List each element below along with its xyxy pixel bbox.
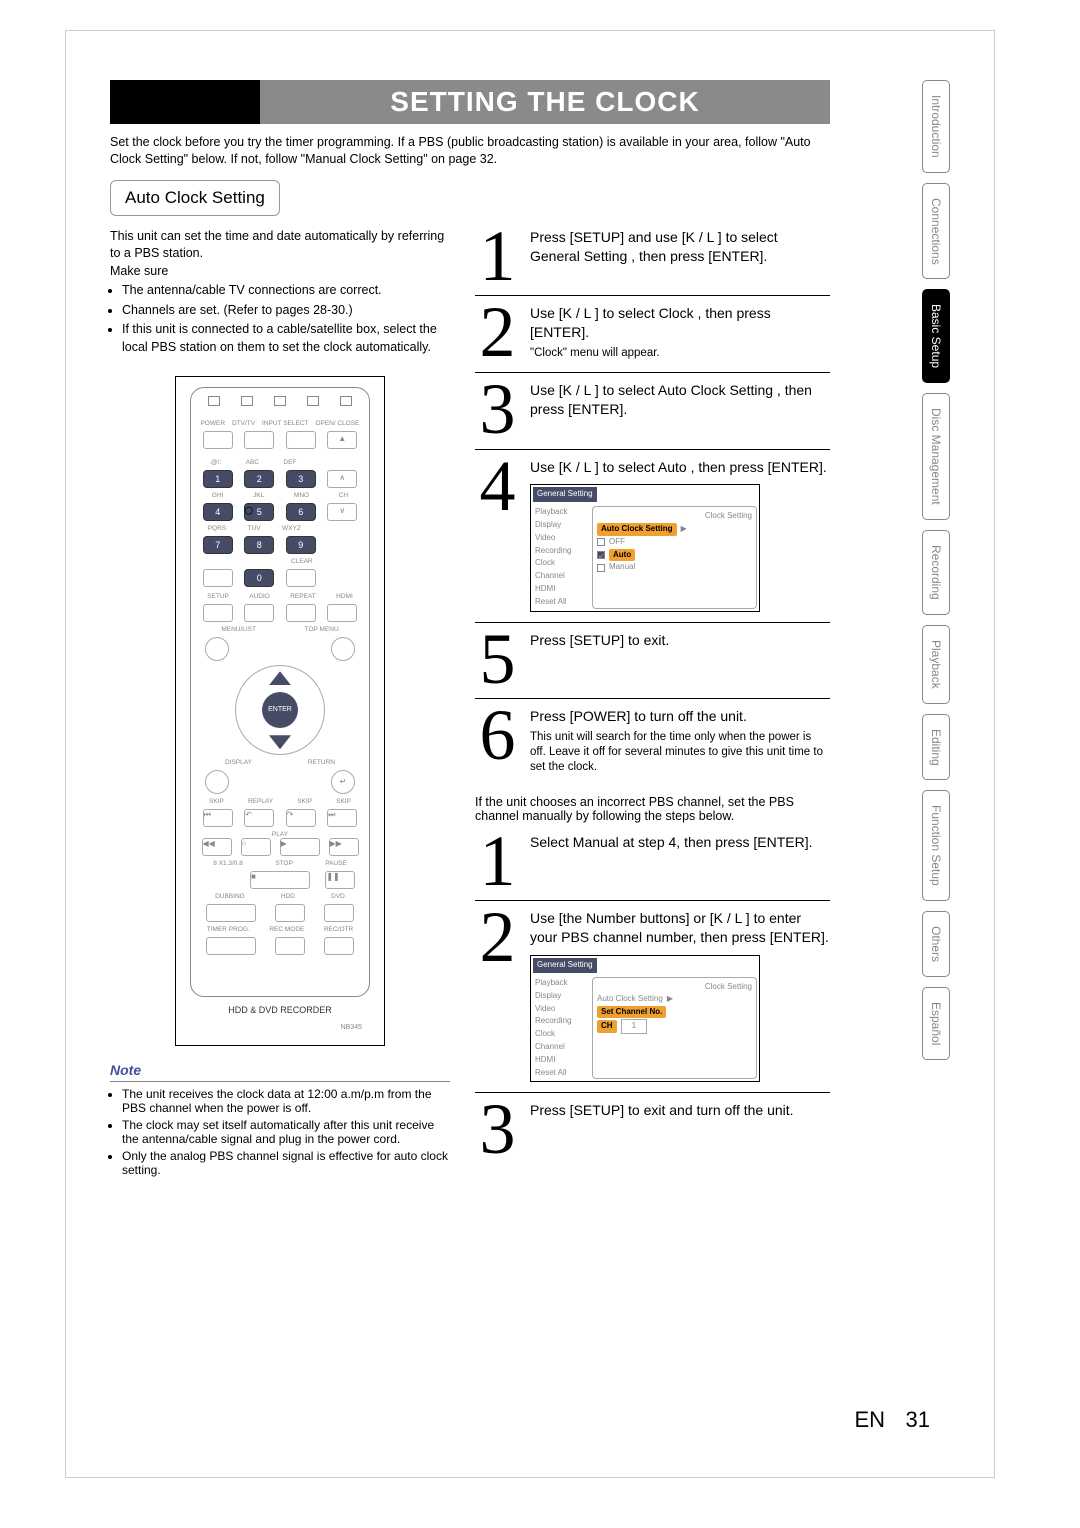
step-body: Press [SETUP] to exit.: [530, 631, 830, 689]
step-body: Use [K / L ] to select Auto , then press…: [530, 458, 830, 477]
page-content: SETTING THE CLOCK Set the clock before y…: [110, 80, 830, 1180]
step-number: 3: [475, 381, 520, 439]
tab-playback[interactable]: Playback: [922, 625, 950, 704]
step-number: 5: [475, 631, 520, 689]
page-title: SETTING THE CLOCK: [260, 80, 830, 124]
remote-footer: HDD & DVD RECORDER: [176, 1005, 384, 1015]
step: 5 Press [SETUP] to exit.: [475, 631, 830, 700]
page-number: 31: [906, 1407, 930, 1433]
intro-text: Set the clock before you try the timer p…: [110, 134, 830, 168]
right-column: 1 Press [SETUP] and use [K / L ] to sele…: [475, 228, 830, 1181]
bullet: Channels are set. (Refer to pages 28-30.…: [122, 302, 450, 320]
step: 3 Press [SETUP] to exit and turn off the…: [475, 1101, 830, 1169]
step-sub: "Clock" menu will appear.: [530, 346, 830, 361]
step-body: Use [K / L ] to select Clock , then pres…: [530, 304, 830, 342]
left-column: This unit can set the time and date auto…: [110, 228, 450, 1181]
step-number: 2: [475, 304, 520, 362]
tab-disc-management[interactable]: Disc Management: [922, 393, 950, 520]
step: 2 Use [K / L ] to select Clock , then pr…: [475, 304, 830, 373]
page-lang: EN: [854, 1407, 885, 1433]
osd-screenshot: General Setting Playback Display Video R…: [530, 484, 760, 611]
section-heading: Auto Clock Setting: [110, 180, 280, 216]
step: 1 Select Manual at step 4, then press [E…: [475, 833, 830, 902]
side-tabs: Introduction Connections Basic Setup Dis…: [922, 80, 950, 1060]
step: 3 Use [K / L ] to select Auto Clock Sett…: [475, 381, 830, 450]
tab-espanol[interactable]: Español: [922, 987, 950, 1060]
tab-editing[interactable]: Editing: [922, 714, 950, 781]
step: 4 Use [K / L ] to select Auto , then pre…: [475, 458, 830, 623]
osd-screenshot: General Setting Playback Display Video R…: [530, 955, 760, 1082]
remote-model: NB345: [341, 1024, 362, 1031]
note-box: Note The unit receives the clock data at…: [110, 1062, 450, 1177]
tab-recording[interactable]: Recording: [922, 530, 950, 615]
step-body: Press [SETUP] and use [K / L ] to select…: [530, 228, 830, 286]
step-number: 1: [475, 228, 520, 286]
bullet: The antenna/cable TV connections are cor…: [122, 282, 450, 300]
tab-basic-setup[interactable]: Basic Setup: [922, 289, 950, 383]
step-body: Press [SETUP] to exit and turn off the u…: [530, 1101, 830, 1159]
note-item: The unit receives the clock data at 12:0…: [122, 1087, 450, 1115]
step-body: Select Manual at step 4, then press [ENT…: [530, 833, 830, 891]
tab-introduction[interactable]: Introduction: [922, 80, 950, 173]
note-title: Note: [110, 1062, 450, 1082]
step-sub: This unit will search for the time only …: [530, 730, 830, 775]
title-black-block: [110, 80, 260, 124]
step-number: 1: [475, 833, 520, 891]
tab-others[interactable]: Others: [922, 911, 950, 977]
note-item: Only the analog PBS channel signal is ef…: [122, 1149, 450, 1177]
tab-connections[interactable]: Connections: [922, 183, 950, 280]
make-sure-label: Make sure: [110, 263, 450, 281]
tab-function-setup[interactable]: Function Setup: [922, 790, 950, 901]
note-item: The clock may set itself automatically a…: [122, 1118, 450, 1146]
step-body: Use [the Number buttons] or [K / L ] to …: [530, 909, 830, 947]
step: 6 Press [POWER] to turn off the unit. Th…: [475, 707, 830, 785]
step-number: 3: [475, 1101, 520, 1159]
remote-illustration: POWER DTV/TV INPUT SELECT OPEN/ CLOSE ▲ …: [175, 376, 385, 1046]
step-body: Press [POWER] to turn off the unit.: [530, 707, 830, 726]
left-intro: This unit can set the time and date auto…: [110, 228, 450, 263]
step-number: 4: [475, 458, 520, 612]
bullet: If this unit is connected to a cable/sat…: [122, 321, 450, 356]
step-number: 6: [475, 707, 520, 775]
step: 1 Press [SETUP] and use [K / L ] to sele…: [475, 228, 830, 297]
step: 2 Use [the Number buttons] or [K / L ] t…: [475, 909, 830, 1093]
step-body: Use [K / L ] to select Auto Clock Settin…: [530, 381, 830, 439]
step-number: 2: [475, 909, 520, 1082]
title-bar: SETTING THE CLOCK: [110, 80, 830, 124]
mid-text: If the unit chooses an incorrect PBS cha…: [475, 795, 830, 823]
